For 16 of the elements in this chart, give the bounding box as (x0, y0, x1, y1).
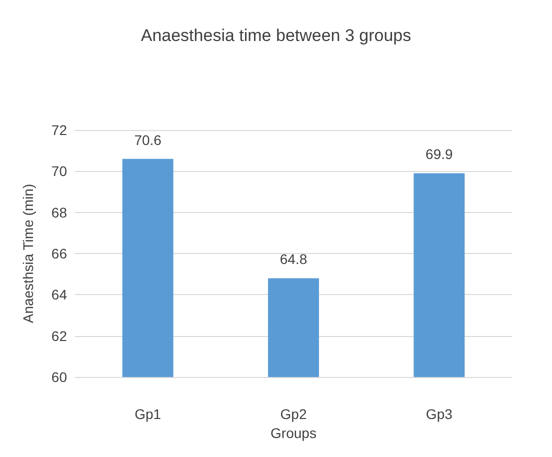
y-tick-label: 70 (51, 163, 68, 180)
y-tick-label: 62 (51, 328, 68, 344)
y-tick-label: 64 (51, 286, 68, 303)
x-tick-label: Gp1 (134, 406, 162, 422)
x-tick-label: Gp3 (426, 406, 453, 422)
chart-title: Anaesthesia time between 3 groups (140, 26, 412, 45)
x-tick-label: Gp2 (280, 406, 307, 422)
y-tick-label: 66 (51, 246, 68, 262)
data-label: 70.6 (134, 132, 162, 148)
x-axis-title: Groups (270, 424, 316, 441)
y-tick-label: 72 (51, 122, 68, 138)
data-label: 69.9 (426, 146, 454, 162)
y-tick-label: 68 (51, 204, 68, 220)
data-label: 64.8 (280, 251, 308, 268)
y-tick-label: 60 (51, 369, 68, 385)
y-axis-title: Anaesthsia Time (min) (20, 184, 36, 324)
